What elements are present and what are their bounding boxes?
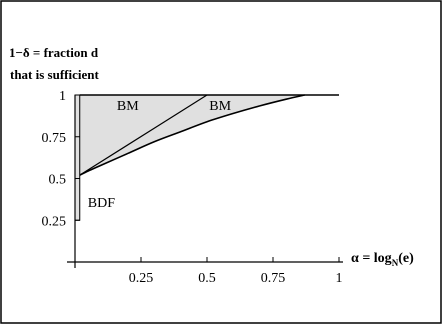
x-axis-label: α = logN(e) [351, 251, 414, 268]
y-tick-label-2: 0.75 [42, 131, 67, 146]
y-tick-label-0: 0.25 [42, 214, 67, 229]
bm-region-shade [79, 95, 305, 176]
bdf-bar [74, 94, 81, 221]
ticks-layer: 0.25 0.5 0.75 1 0.25 0.5 0.75 1 [42, 89, 343, 286]
x-axis-label-subscript: N [392, 258, 399, 268]
y-tick-label-1: 0.5 [49, 173, 67, 188]
lines-layer [79, 94, 339, 176]
x-tick-label-1: 0.5 [198, 271, 216, 286]
region-label-bdf-2: BDF [88, 196, 115, 211]
region-label-bm-0: BM [117, 99, 139, 114]
x-tick-label-3: 1 [336, 271, 343, 286]
bm-curve [79, 94, 305, 176]
x-tick-label-0: 0.25 [129, 271, 154, 286]
region-label-bm-1: BM [209, 99, 231, 114]
x-tick-label-2: 0.75 [261, 271, 286, 286]
x-axis-label-main: α = log [351, 251, 392, 266]
region-labels-layer: BM BM BDF [88, 99, 232, 211]
bm-line [79, 94, 208, 176]
y-axis-label-line-1: 1−δ = fraction d [9, 45, 99, 60]
y-axis-label-line-2: that is sufficient [10, 67, 100, 82]
x-axis-label-tail: (e) [398, 251, 414, 266]
y-tick-label-3: 1 [59, 89, 66, 104]
